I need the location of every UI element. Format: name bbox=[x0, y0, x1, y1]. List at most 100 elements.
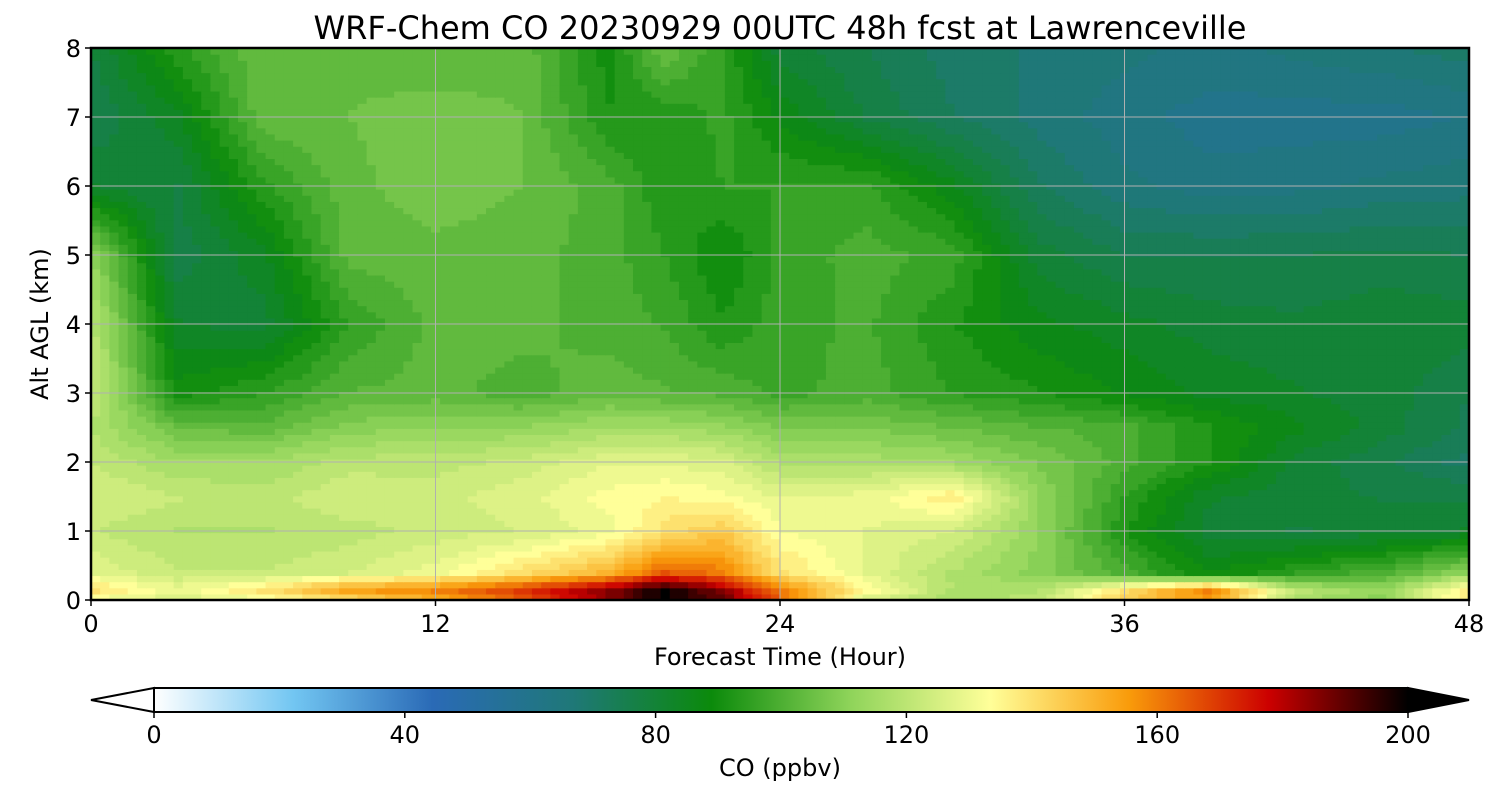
heatmap-cell bbox=[862, 465, 873, 472]
heatmap-cell bbox=[642, 452, 652, 460]
heatmap-cell bbox=[1450, 434, 1461, 442]
heatmap-cell bbox=[1367, 508, 1378, 515]
heatmap-cell bbox=[1441, 538, 1452, 546]
heatmap-cell bbox=[853, 520, 864, 527]
heatmap-cell bbox=[660, 508, 671, 515]
heatmap-cell bbox=[403, 569, 414, 577]
heatmap-cell bbox=[982, 557, 992, 564]
heatmap-cell bbox=[954, 397, 965, 405]
heatmap-cell bbox=[862, 587, 873, 595]
heatmap-cell bbox=[1092, 403, 1103, 411]
heatmap-cell bbox=[531, 446, 542, 454]
heatmap-cell bbox=[256, 538, 267, 546]
heatmap-cell bbox=[954, 520, 965, 527]
heatmap-cell bbox=[926, 587, 937, 595]
heatmap-cell bbox=[752, 483, 763, 491]
heatmap-cell bbox=[1092, 544, 1103, 552]
heatmap-cell bbox=[1257, 397, 1268, 405]
heatmap-cell bbox=[283, 483, 294, 491]
heatmap-cell bbox=[293, 575, 303, 583]
heatmap-cell bbox=[1037, 434, 1048, 442]
heatmap-cell bbox=[357, 544, 368, 552]
heatmap-cell bbox=[724, 446, 735, 454]
heatmap-cell bbox=[1138, 465, 1149, 472]
heatmap-cell bbox=[1000, 569, 1011, 577]
heatmap-cell bbox=[100, 483, 110, 491]
heatmap-cell bbox=[311, 446, 322, 454]
heatmap-cell bbox=[1312, 514, 1323, 521]
heatmap-cell bbox=[605, 471, 616, 478]
heatmap-cell bbox=[173, 471, 184, 478]
heatmap-cell bbox=[1092, 397, 1103, 405]
heatmap-cell bbox=[1423, 397, 1433, 405]
heatmap-cell bbox=[1450, 563, 1461, 570]
heatmap-cell bbox=[724, 428, 735, 435]
heatmap-cell bbox=[936, 428, 946, 435]
heatmap-cell bbox=[917, 526, 928, 534]
heatmap-cell bbox=[1147, 544, 1158, 552]
heatmap-cell bbox=[761, 550, 772, 558]
heatmap-cell bbox=[513, 403, 524, 411]
heatmap-cell bbox=[495, 587, 505, 595]
heatmap-cell bbox=[1257, 581, 1268, 589]
heatmap-cell bbox=[1092, 569, 1103, 577]
heatmap-cell bbox=[293, 557, 303, 564]
heatmap-cell bbox=[1046, 397, 1057, 405]
heatmap-cell bbox=[375, 514, 386, 521]
heatmap-cell bbox=[1220, 495, 1231, 503]
heatmap-cell bbox=[1184, 514, 1194, 521]
heatmap-cell bbox=[237, 563, 248, 570]
heatmap-cell bbox=[881, 428, 891, 435]
heatmap-cell bbox=[513, 422, 524, 429]
heatmap-cell bbox=[486, 397, 496, 405]
heatmap-cell bbox=[219, 544, 230, 552]
heatmap-cell bbox=[1230, 416, 1240, 423]
heatmap-cell bbox=[274, 495, 285, 503]
heatmap-cell bbox=[642, 569, 652, 577]
heatmap-cell bbox=[1239, 544, 1250, 552]
heatmap-cell bbox=[522, 434, 533, 442]
heatmap-cell bbox=[357, 434, 368, 442]
heatmap-cell bbox=[1184, 538, 1194, 546]
heatmap-cell bbox=[127, 465, 138, 472]
heatmap-cell bbox=[936, 569, 946, 577]
heatmap-cell bbox=[1367, 471, 1378, 478]
heatmap-cell bbox=[412, 514, 423, 521]
heatmap-cell bbox=[329, 477, 340, 485]
heatmap-cell bbox=[1395, 508, 1406, 515]
heatmap-cell bbox=[633, 465, 643, 472]
heatmap-cell bbox=[357, 477, 368, 485]
heatmap-cell bbox=[825, 587, 836, 595]
heatmap-cell bbox=[237, 391, 248, 399]
heatmap-cell bbox=[1193, 550, 1204, 558]
heatmap-cell bbox=[1092, 526, 1103, 534]
heatmap-cell bbox=[449, 495, 460, 503]
heatmap-cell bbox=[899, 557, 910, 564]
heatmap-cell bbox=[734, 477, 744, 485]
heatmap-cell bbox=[706, 446, 717, 454]
heatmap-cell bbox=[789, 477, 799, 485]
heatmap-cell bbox=[715, 557, 726, 564]
heatmap-cell bbox=[1147, 514, 1158, 521]
heatmap-cell bbox=[1377, 477, 1387, 485]
heatmap-cell bbox=[688, 563, 698, 570]
heatmap-cell bbox=[320, 587, 331, 595]
heatmap-cell bbox=[550, 544, 561, 552]
heatmap-cell bbox=[118, 520, 129, 527]
heatmap-cell bbox=[182, 397, 193, 405]
heatmap-cell bbox=[173, 550, 184, 558]
heatmap-cell bbox=[1230, 581, 1240, 589]
heatmap-cell bbox=[991, 526, 1002, 534]
heatmap-cell bbox=[1386, 587, 1397, 595]
heatmap-cell bbox=[1000, 495, 1011, 503]
heatmap-cell bbox=[375, 563, 386, 570]
heatmap-cell bbox=[237, 471, 248, 478]
heatmap-cell bbox=[1046, 477, 1057, 485]
heatmap-cell bbox=[476, 563, 487, 570]
heatmap-cell bbox=[1046, 532, 1057, 540]
heatmap-cell bbox=[283, 452, 294, 460]
heatmap-cell bbox=[495, 544, 505, 552]
heatmap-cell bbox=[890, 593, 901, 600]
heatmap-cell bbox=[164, 489, 175, 497]
heatmap-cell bbox=[155, 403, 166, 411]
